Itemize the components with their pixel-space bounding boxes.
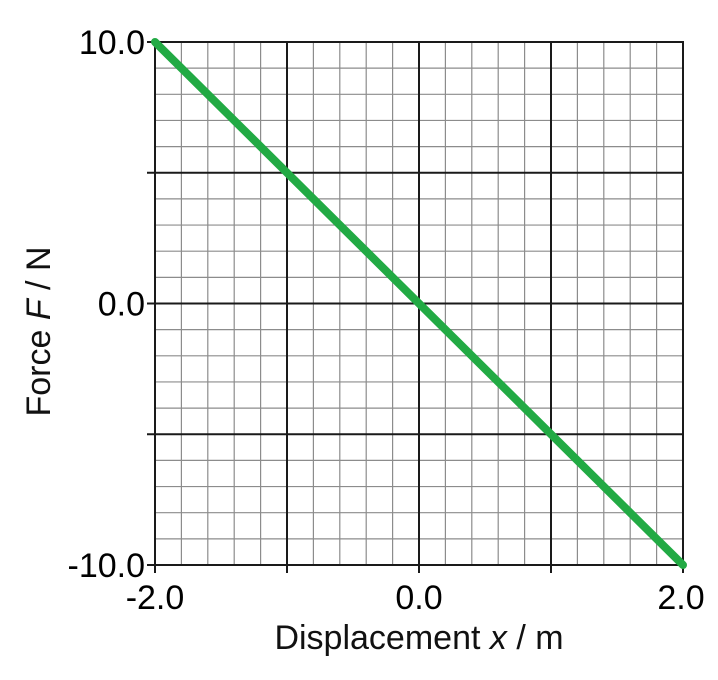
y-axis-label-variable: F [20,297,58,320]
x-axis-label-variable: x [488,619,508,657]
x-tick-labels: -2.0 0.0 2.0 [126,579,705,617]
major-grid [147,41,684,573]
y-tick-label: -10.0 [68,547,146,585]
series-layer [151,38,687,569]
x-axis-label-prefix: Displacement [274,619,489,657]
x-tick-label: -2.0 [126,579,185,617]
y-tick-label: 0.0 [98,286,145,324]
series-line [151,38,687,569]
plot-frame [154,41,684,566]
y-tick-labels: 10.0 0.0 -10.0 [68,24,146,585]
y-axis-label-prefix: Force [20,320,58,416]
y-axis-label-unit: / N [20,246,58,299]
x-tick-label: 2.0 [657,579,704,617]
y-tick-label: 10.0 [79,24,145,62]
x-axis-label: Displacement x / m [274,619,563,657]
x-axis-label-unit: / m [507,619,564,657]
x-tick-label: 0.0 [395,579,442,617]
y-axis-label: Force F / N [20,246,58,416]
